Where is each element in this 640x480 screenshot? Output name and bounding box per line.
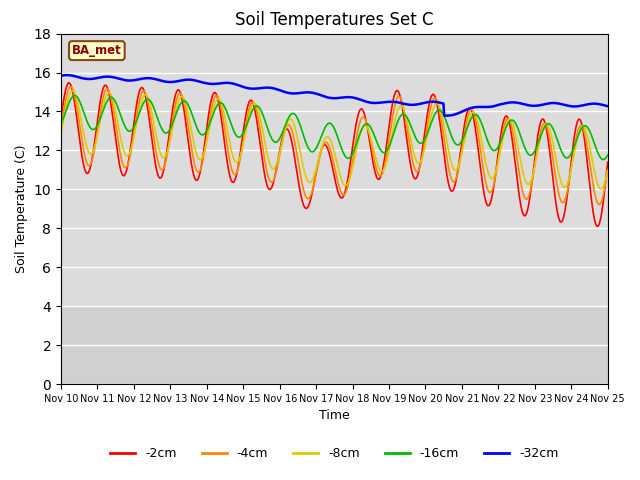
- -8cm: [209, 110, 216, 116]
- -16cm: [599, 156, 607, 162]
- -4cm: [209, 102, 216, 108]
- -2cm: [209, 93, 216, 99]
- -2cm: [57, 115, 65, 121]
- -32cm: [68, 72, 76, 78]
- -2cm: [68, 85, 76, 91]
- Title: Soil Temperatures Set C: Soil Temperatures Set C: [235, 11, 434, 29]
- -8cm: [68, 88, 76, 94]
- -8cm: [417, 157, 425, 163]
- Y-axis label: Soil Temperature (C): Soil Temperature (C): [15, 144, 28, 273]
- -8cm: [67, 89, 75, 95]
- Line: -32cm: -32cm: [61, 75, 608, 116]
- -16cm: [124, 128, 132, 133]
- -4cm: [180, 97, 188, 103]
- -4cm: [124, 161, 132, 167]
- -32cm: [57, 73, 65, 79]
- -2cm: [180, 104, 188, 109]
- -4cm: [595, 202, 603, 207]
- -16cm: [67, 96, 75, 102]
- Line: -2cm: -2cm: [61, 83, 608, 226]
- -32cm: [402, 101, 410, 107]
- Line: -16cm: -16cm: [61, 96, 608, 159]
- -8cm: [180, 95, 188, 101]
- -2cm: [402, 126, 410, 132]
- -4cm: [402, 115, 410, 121]
- -4cm: [67, 84, 75, 90]
- -2cm: [594, 223, 602, 229]
- -8cm: [604, 167, 612, 173]
- -4cm: [604, 167, 612, 173]
- -32cm: [124, 78, 132, 84]
- -32cm: [442, 113, 449, 119]
- -32cm: [63, 72, 71, 78]
- -32cm: [180, 77, 188, 83]
- -16cm: [209, 113, 216, 119]
- Line: -4cm: -4cm: [61, 87, 608, 204]
- -2cm: [604, 159, 612, 165]
- -16cm: [180, 98, 188, 104]
- -4cm: [68, 84, 76, 90]
- -16cm: [57, 120, 65, 126]
- -2cm: [124, 162, 132, 168]
- -32cm: [417, 101, 425, 107]
- X-axis label: Time: Time: [319, 409, 349, 422]
- -4cm: [417, 158, 425, 164]
- -8cm: [597, 186, 605, 192]
- -16cm: [402, 112, 410, 118]
- Bar: [61, 306, 608, 384]
- Line: -8cm: -8cm: [61, 91, 608, 189]
- -16cm: [71, 93, 79, 98]
- -16cm: [604, 152, 612, 158]
- Text: BA_met: BA_met: [72, 44, 122, 57]
- Legend: -2cm, -4cm, -8cm, -16cm, -32cm: -2cm, -4cm, -8cm, -16cm, -32cm: [105, 443, 564, 465]
- -8cm: [124, 153, 132, 158]
- -8cm: [57, 131, 65, 136]
- -32cm: [209, 81, 216, 87]
- -16cm: [417, 140, 425, 146]
- -8cm: [402, 112, 410, 118]
- -32cm: [604, 103, 612, 109]
- -2cm: [417, 154, 425, 159]
- -4cm: [57, 126, 65, 132]
- -2cm: [65, 80, 72, 86]
